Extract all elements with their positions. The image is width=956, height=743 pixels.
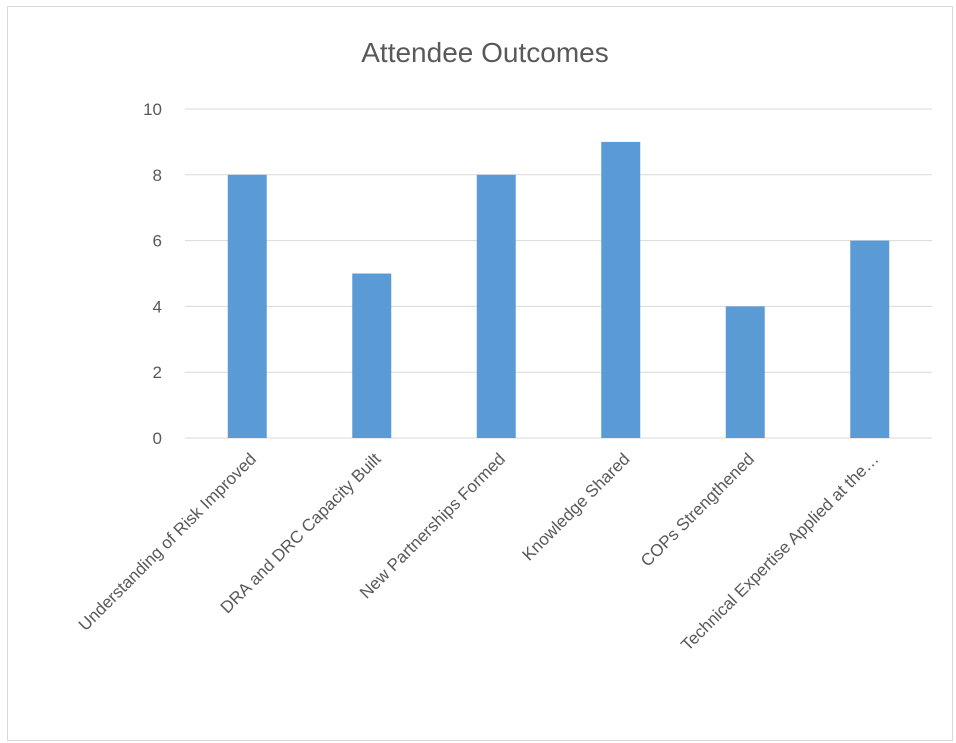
bar <box>850 240 890 438</box>
bar <box>601 141 641 438</box>
gridlines <box>185 108 932 439</box>
y-tick-label: 10 <box>143 100 162 119</box>
y-tick-label: 2 <box>153 363 162 382</box>
y-tick-label: 4 <box>153 297 162 316</box>
y-tick-label: 0 <box>153 429 162 448</box>
x-category-label: Knowledge Shared <box>519 449 634 564</box>
y-axis-ticks: 0 2 4 6 8 10 <box>143 100 162 448</box>
y-tick-label: 6 <box>153 232 162 251</box>
y-tick-label: 8 <box>153 166 162 185</box>
bars <box>227 141 890 439</box>
chart-title: Attendee Outcomes <box>361 37 608 68</box>
bar <box>227 174 267 439</box>
x-category-label: Technical Expertise Applied at the… <box>677 449 882 654</box>
bar <box>725 306 765 438</box>
x-category-label: COPs Strengthened <box>637 449 758 570</box>
x-category-label: New Partnerships Formed <box>356 449 509 602</box>
bar <box>352 273 392 438</box>
bar <box>476 174 516 439</box>
